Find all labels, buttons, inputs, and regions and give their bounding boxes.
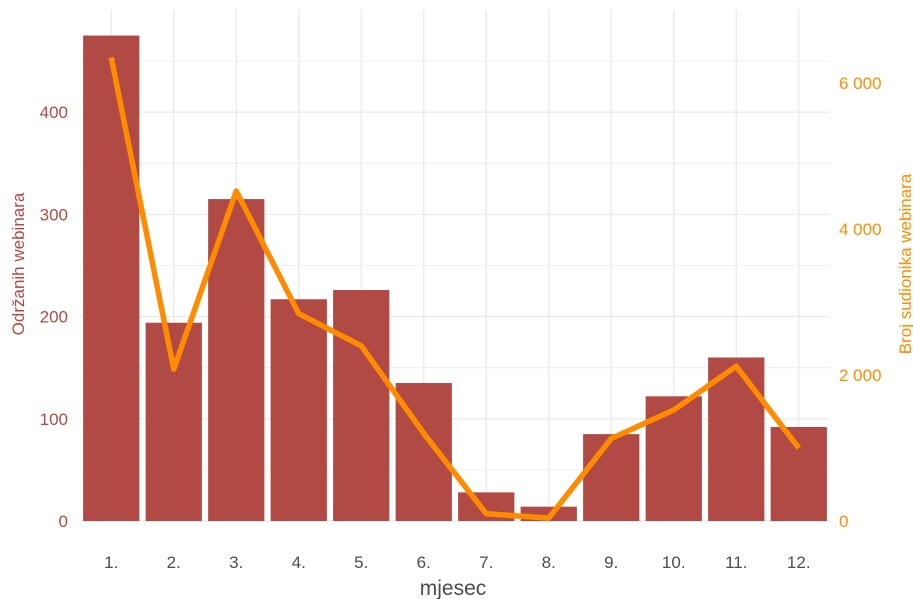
y-tick-label-left: 100 [40, 410, 68, 429]
bar-series [83, 35, 827, 522]
y-tick-label-right: 2 000 [839, 366, 882, 385]
x-tick-label: 5. [354, 553, 368, 572]
x-tick-label: 6. [417, 553, 431, 572]
x-tick-label: 2. [167, 553, 181, 572]
x-tick-label: 4. [292, 553, 306, 572]
x-axis-ticks: 1. 2. 3. 4. 5. 6. 7. 8. 9. 10. 11. 12. [104, 553, 810, 572]
x-tick-label: 10. [662, 553, 686, 572]
x-tick-label: 9. [604, 553, 618, 572]
bar [770, 426, 827, 521]
x-tick-label: 12. [787, 553, 811, 572]
y-tick-label-left: 200 [40, 308, 68, 327]
bar [333, 290, 390, 521]
bar [583, 434, 640, 521]
left-axis-ticks: 0 100 200 300 400 [40, 103, 68, 531]
x-tick-label: 3. [229, 553, 243, 572]
x-tick-label: 7. [479, 553, 493, 572]
bar [83, 35, 140, 522]
y-axis-title-right: Broj sudionika webinara [896, 173, 913, 354]
x-tick-label: 1. [104, 553, 118, 572]
x-axis-title: mjesec [420, 577, 487, 599]
right-axis-ticks: 0 2 000 4 000 6 000 [839, 74, 882, 531]
y-tick-label-right: 4 000 [839, 220, 882, 239]
y-tick-label-left: 0 [59, 512, 68, 531]
y-tick-label-right: 0 [839, 512, 848, 531]
bar [270, 299, 327, 521]
line-path [108, 56, 801, 521]
x-tick-label: 11. [725, 553, 747, 572]
line-series [108, 56, 801, 521]
y-tick-label-left: 400 [40, 103, 68, 122]
y-axis-title-left: Održanih webinara [9, 192, 28, 335]
bar [145, 322, 202, 521]
bar [708, 357, 765, 521]
y-tick-label-right: 6 000 [839, 74, 882, 93]
y-tick-label-left: 300 [40, 205, 68, 224]
bar [645, 396, 702, 521]
x-tick-label: 8. [542, 553, 556, 572]
